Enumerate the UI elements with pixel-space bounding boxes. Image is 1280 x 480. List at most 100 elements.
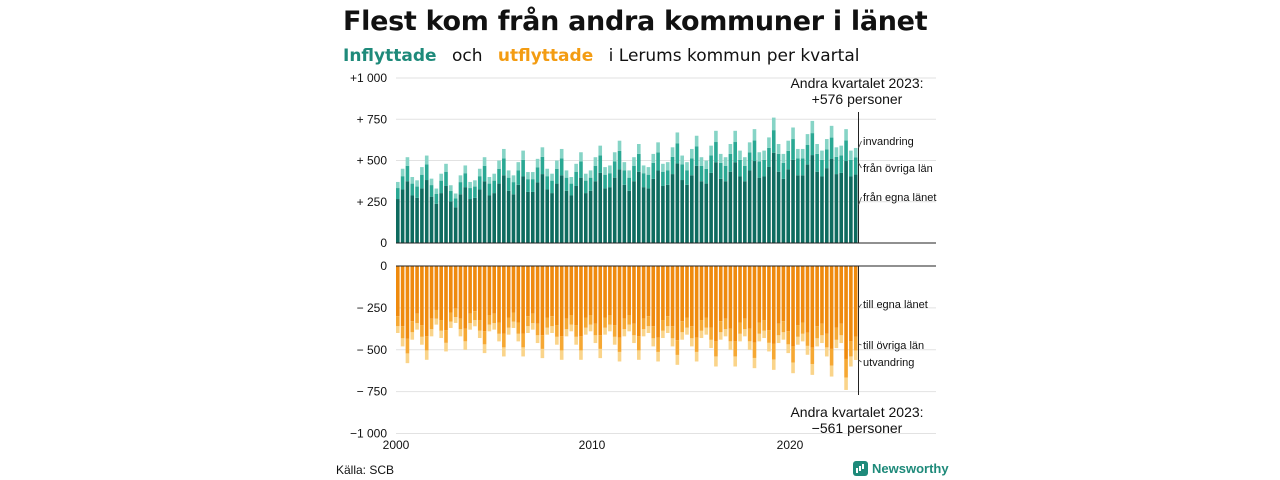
y-tick-label-bottom: − 250 bbox=[357, 301, 388, 315]
bar-outflow-emigration bbox=[800, 333, 805, 342]
bar-outflow-emigration bbox=[646, 326, 651, 333]
annotation-top-line2: +576 personer bbox=[812, 91, 903, 107]
bar-outflow-emigration bbox=[511, 321, 516, 328]
bar-outflow-other-counties bbox=[550, 316, 554, 327]
bar-inflow-other-counties bbox=[743, 165, 747, 182]
bar-outflow-other-counties bbox=[415, 313, 419, 324]
bar-outflow-other-counties bbox=[791, 346, 795, 363]
series-label-connector bbox=[858, 140, 862, 149]
bar-outflow-other-counties bbox=[410, 321, 415, 333]
bar-inflow-own-county bbox=[810, 155, 815, 243]
bar-inflow-own-county bbox=[757, 177, 762, 243]
bar-inflow-other-counties bbox=[675, 143, 680, 164]
bar-outflow-emigration bbox=[492, 323, 496, 330]
bar-inflow-immigration bbox=[497, 160, 501, 169]
bar-outflow-emigration bbox=[776, 335, 781, 344]
bar-outflow-own-county bbox=[593, 266, 598, 324]
bar-outflow-emigration bbox=[651, 338, 656, 347]
bar-outflow-other-counties bbox=[598, 335, 603, 349]
bar-outflow-own-county bbox=[762, 266, 766, 321]
bar-inflow-other-counties bbox=[603, 174, 607, 189]
bar-outflow-own-county bbox=[632, 266, 636, 324]
bar-inflow-other-counties bbox=[559, 158, 564, 176]
bar-inflow-immigration bbox=[805, 134, 810, 145]
bar-outflow-other-counties bbox=[685, 317, 689, 328]
bar-inflow-immigration bbox=[699, 157, 704, 166]
bar-outflow-other-counties bbox=[424, 336, 429, 351]
bar-outflow-emigration bbox=[670, 338, 675, 347]
bar-outflow-own-county bbox=[665, 266, 670, 317]
bar-outflow-own-county bbox=[579, 266, 583, 337]
bar-inflow-immigration bbox=[593, 157, 598, 166]
bar-inflow-other-counties bbox=[593, 165, 598, 182]
subtitle-rest: i Lerums kommun per kvartal bbox=[608, 46, 860, 66]
bar-inflow-other-counties bbox=[468, 188, 472, 200]
bar-outflow-own-county bbox=[752, 266, 757, 343]
bar-outflow-other-counties bbox=[670, 326, 675, 339]
bar-outflow-own-county bbox=[670, 266, 675, 327]
bar-outflow-other-counties bbox=[497, 322, 501, 334]
bar-outflow-own-county bbox=[477, 266, 482, 321]
bar-inflow-other-counties bbox=[540, 156, 545, 175]
bar-inflow-own-county bbox=[781, 178, 786, 243]
bar-outflow-own-county bbox=[434, 266, 439, 310]
bar-outflow-other-counties bbox=[559, 336, 564, 351]
bar-outflow-other-counties bbox=[646, 316, 651, 327]
bar-inflow-own-county bbox=[400, 189, 405, 243]
bar-inflow-other-counties bbox=[516, 170, 521, 185]
bar-outflow-other-counties bbox=[449, 312, 453, 322]
bar-inflow-own-county bbox=[598, 172, 603, 243]
bar-inflow-other-counties bbox=[526, 179, 530, 192]
series-label-invandring: invandring bbox=[863, 136, 914, 148]
bar-inflow-other-counties bbox=[632, 165, 636, 182]
bar-inflow-immigration bbox=[511, 175, 516, 183]
bar-inflow-own-county bbox=[521, 176, 525, 243]
bar-inflow-immigration bbox=[651, 153, 656, 163]
bar-outflow-emigration bbox=[714, 356, 718, 367]
bar-inflow-other-counties bbox=[738, 159, 742, 177]
bar-inflow-other-counties bbox=[661, 171, 665, 186]
bar-outflow-other-counties bbox=[453, 308, 458, 318]
annotation-bottom-line2: −561 personer bbox=[812, 420, 903, 436]
bar-inflow-other-counties bbox=[781, 162, 786, 179]
bar-outflow-own-county bbox=[420, 266, 424, 326]
bar-inflow-immigration bbox=[834, 147, 839, 157]
bar-outflow-other-counties bbox=[665, 316, 670, 327]
bar-inflow-other-counties bbox=[796, 158, 800, 176]
bar-inflow-own-county bbox=[743, 181, 747, 243]
bar-inflow-other-counties bbox=[641, 173, 646, 188]
bar-outflow-other-counties bbox=[477, 320, 482, 331]
bar-outflow-own-county bbox=[805, 266, 810, 333]
bar-outflow-other-counties bbox=[694, 337, 699, 352]
bar-inflow-immigration bbox=[492, 173, 496, 181]
bar-outflow-other-counties bbox=[839, 323, 844, 336]
bar-inflow-immigration bbox=[853, 147, 858, 158]
bar-outflow-other-counties bbox=[699, 320, 704, 331]
bar-outflow-other-counties bbox=[434, 309, 439, 319]
bar-outflow-emigration bbox=[530, 323, 535, 330]
bar-inflow-own-county bbox=[651, 178, 656, 243]
bar-inflow-immigration bbox=[627, 170, 631, 178]
y-tick-label-top: 0 bbox=[380, 236, 387, 250]
bar-outflow-emigration bbox=[521, 347, 525, 357]
bar-outflow-other-counties bbox=[776, 323, 781, 336]
bar-outflow-own-county bbox=[564, 266, 569, 319]
bar-inflow-own-county bbox=[641, 187, 646, 243]
bar-outflow-own-county bbox=[410, 266, 415, 322]
bar-inflow-other-counties bbox=[545, 176, 550, 190]
bar-inflow-immigration bbox=[502, 148, 506, 159]
bar-outflow-emigration bbox=[796, 336, 800, 345]
bar-inflow-own-county bbox=[444, 185, 448, 243]
bar-outflow-emigration bbox=[574, 336, 578, 345]
bar-inflow-other-counties bbox=[844, 140, 848, 162]
bar-inflow-immigration bbox=[559, 148, 564, 159]
bar-outflow-emigration bbox=[733, 356, 737, 367]
bar-inflow-own-county bbox=[502, 175, 506, 243]
bar-inflow-other-counties bbox=[439, 180, 443, 194]
bar-inflow-own-county bbox=[738, 176, 742, 243]
bar-inflow-own-county bbox=[637, 171, 641, 243]
bar-inflow-own-county bbox=[424, 180, 429, 243]
bar-inflow-immigration bbox=[824, 139, 829, 150]
bar-inflow-immigration bbox=[762, 150, 766, 160]
